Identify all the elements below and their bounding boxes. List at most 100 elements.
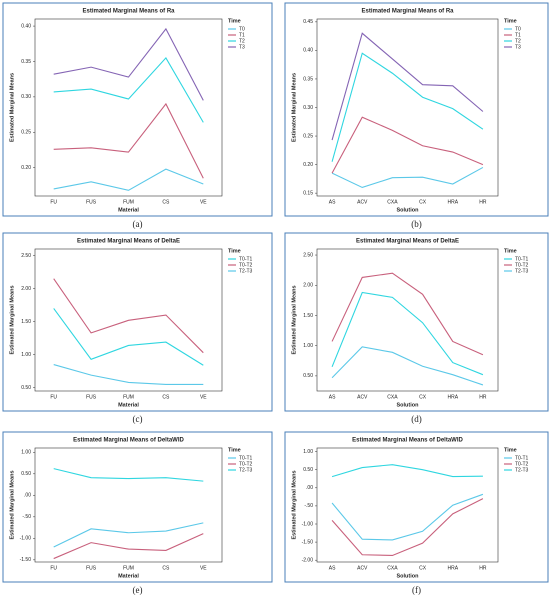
plot-area xyxy=(316,18,499,197)
panel-label: (b) xyxy=(411,219,422,229)
plot-area xyxy=(34,18,223,197)
legend-title: Time xyxy=(228,18,241,24)
y-tick-label: 2.50 xyxy=(21,253,31,259)
x-tick-label: FU xyxy=(50,199,57,205)
y-tick-label: 1.00 xyxy=(303,449,313,455)
chart-title: Estimated Marginal Means of DeltaWID xyxy=(352,438,463,444)
y-tick-label: 0.50 xyxy=(21,471,31,477)
y-tick-label: 0.25 xyxy=(303,133,313,139)
x-tick-label: FU xyxy=(50,394,57,400)
y-tick-label: 1.00 xyxy=(303,343,313,349)
x-tick-label: HRA xyxy=(447,199,458,205)
panel-label: (f) xyxy=(412,585,421,595)
x-tick-label: ACV xyxy=(357,394,368,400)
legend-label: T2-T3 xyxy=(515,467,529,473)
legend-label: T2-T3 xyxy=(515,268,529,274)
series-line xyxy=(331,346,484,386)
x-tick-label: CX xyxy=(419,394,427,400)
x-axis-label: Material xyxy=(118,207,139,213)
legend-label: T0-T1 xyxy=(239,455,253,461)
x-tick-label: CXA xyxy=(387,394,398,400)
x-axis-label: Solution xyxy=(397,402,420,408)
y-tick-label: 0.20 xyxy=(21,165,31,171)
x-tick-label: CS xyxy=(162,199,170,205)
series-line xyxy=(53,468,204,482)
series-line xyxy=(53,168,204,191)
y-tick-label: 0.30 xyxy=(21,94,31,100)
series-line xyxy=(53,57,204,123)
series-line xyxy=(53,308,204,366)
x-tick-label: VE xyxy=(200,565,207,571)
x-tick-label: ACV xyxy=(357,565,368,571)
y-tick-label: 0.35 xyxy=(303,76,313,82)
panel-label: (c) xyxy=(133,414,143,424)
y-tick-label: 0.50 xyxy=(303,467,313,473)
y-axis-label: Estimated Marginal Means xyxy=(291,73,297,142)
x-tick-label: CX xyxy=(419,565,427,571)
y-tick-label: 0.30 xyxy=(303,105,313,111)
y-axis-label: Estimated Marginal Means xyxy=(291,470,297,539)
legend-label: T2 xyxy=(239,38,245,44)
y-tick-label: 0.45 xyxy=(303,19,313,25)
y-tick-label: 0.35 xyxy=(21,59,31,65)
series-line xyxy=(331,166,484,189)
x-tick-label: FU xyxy=(50,565,57,571)
series-line xyxy=(53,533,204,560)
legend-label: T3 xyxy=(515,44,521,50)
y-tick-label: 2.00 xyxy=(21,286,31,292)
legend-title: Time xyxy=(228,447,241,453)
series-line xyxy=(331,116,484,174)
series-line xyxy=(331,32,484,141)
series-line xyxy=(53,102,204,179)
legend-label: T0-T2 xyxy=(239,461,253,467)
y-tick-label: 2.00 xyxy=(303,283,313,289)
legend-label: T2-T3 xyxy=(239,467,253,473)
chart-title: Estimated Marginal Means of DeltaWID xyxy=(73,438,184,444)
legend-label: T0-T2 xyxy=(515,461,529,467)
x-tick-label: FUS xyxy=(86,199,97,205)
y-tick-label: 0.40 xyxy=(303,48,313,54)
y-tick-label: -1.00 xyxy=(302,521,314,527)
legend-label: T1 xyxy=(515,32,521,38)
y-tick-label: 0.40 xyxy=(21,23,31,29)
chart-title: Estimated Marginal Means of DeltaE xyxy=(356,239,459,245)
series-line xyxy=(331,493,484,541)
legend-title: Time xyxy=(504,248,517,254)
legend-label: T0-T2 xyxy=(515,262,529,268)
y-tick-label: -1.00 xyxy=(20,536,32,542)
y-tick-label: -2.00 xyxy=(302,558,314,564)
series-line xyxy=(331,52,484,162)
legend-label: T0-T1 xyxy=(515,256,529,262)
plot-area xyxy=(316,248,499,392)
series-line xyxy=(53,522,204,548)
x-axis-label: Material xyxy=(118,402,139,408)
x-tick-label: HR xyxy=(479,394,487,400)
chart-title: Estimated Marginal Means of Ra xyxy=(82,9,175,15)
y-axis-label: Estimated Marginal Means xyxy=(291,285,297,354)
panel-label: (a) xyxy=(133,219,143,229)
series-line xyxy=(53,27,204,101)
legend-label: T1 xyxy=(239,32,245,38)
x-tick-label: ACV xyxy=(357,199,368,205)
panel-label: (e) xyxy=(133,585,143,595)
y-axis-label: Estimated Marginal Means xyxy=(9,285,15,354)
x-tick-label: VE xyxy=(200,199,207,205)
y-tick-label: -1.50 xyxy=(20,557,32,563)
x-axis-label: Solution xyxy=(397,207,420,213)
x-tick-label: CXA xyxy=(387,565,398,571)
y-tick-label: -.50 xyxy=(304,503,313,509)
x-tick-label: HRA xyxy=(447,565,458,571)
series-line xyxy=(331,291,484,376)
plot-area xyxy=(34,447,223,563)
x-tick-label: AS xyxy=(329,565,336,571)
legend-title: Time xyxy=(504,18,517,24)
legend-label: T0 xyxy=(515,26,521,32)
x-tick-label: CS xyxy=(162,394,170,400)
x-axis-label: Solution xyxy=(397,573,420,579)
x-axis-label: Material xyxy=(118,573,139,579)
legend-label: T0-T1 xyxy=(515,455,529,461)
legend-label: T2 xyxy=(515,38,521,44)
series-line xyxy=(53,278,204,354)
x-tick-label: FUS xyxy=(86,565,97,571)
y-tick-label: 0.50 xyxy=(21,385,31,391)
